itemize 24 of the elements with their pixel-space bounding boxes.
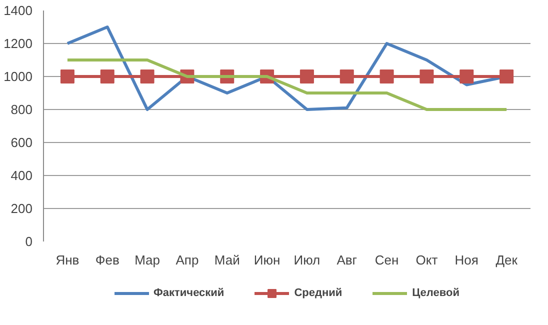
x-tick-label: Май: [214, 252, 240, 268]
y-tick-label: 200: [10, 201, 33, 216]
y-tick-label: 1400: [4, 3, 32, 18]
x-tick-label: Янв: [56, 252, 80, 268]
x-tick-label: Сен: [374, 252, 399, 268]
line-series: [66, 58, 508, 111]
x-tick-label: Дек: [496, 252, 518, 268]
y-tick-label: 1000: [4, 69, 32, 84]
x-tick-label: Окт: [416, 252, 438, 268]
y-tick-label: 400: [10, 168, 33, 183]
x-tick-label: Апр: [176, 252, 199, 268]
y-tick-label: 600: [10, 135, 33, 150]
x-tick-label: Июн: [254, 252, 280, 268]
x-tick-label: Ноя: [454, 252, 478, 268]
x-tick-label: Фев: [95, 252, 120, 268]
legend-label: Фактический: [154, 286, 224, 298]
x-tick-label: Авг: [336, 252, 358, 268]
x-tick-label: Июл: [294, 252, 320, 268]
legend-label: Средний: [294, 286, 342, 298]
y-tick-label: 1200: [4, 36, 32, 51]
y-tick-label: 800: [10, 102, 33, 117]
y-tick-label: 0: [25, 234, 33, 249]
x-tick-label: Мар: [134, 252, 160, 268]
legend-label: Целевой: [412, 286, 460, 298]
